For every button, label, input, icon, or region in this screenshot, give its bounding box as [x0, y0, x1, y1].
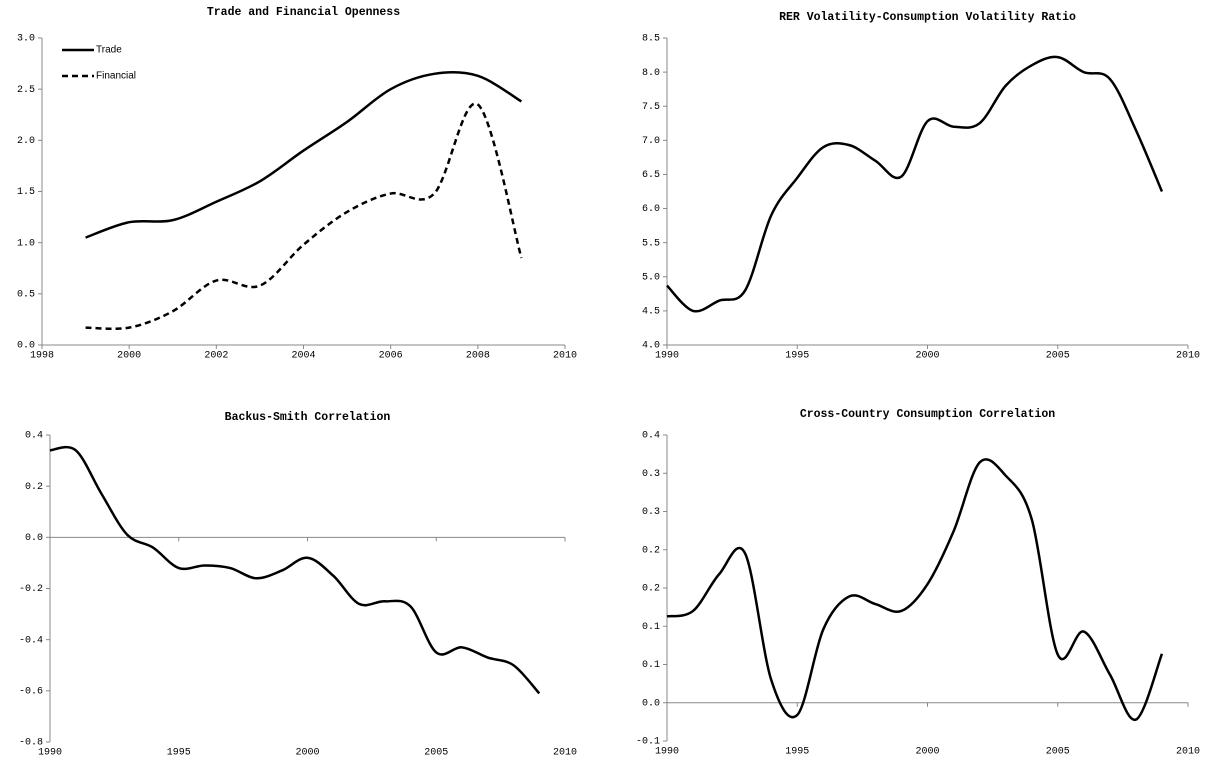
x-tick-label: 2010: [553, 748, 577, 759]
y-tick-label: 0.0: [642, 698, 660, 709]
y-tick-label: 1.5: [17, 187, 35, 198]
y-tick-label: 0.3: [642, 507, 660, 518]
x-tick-label: 2010: [553, 351, 577, 362]
y-tick-label: 0.0: [17, 341, 35, 352]
x-tick-label: 2000: [915, 747, 939, 758]
x-tick-label: 1995: [785, 351, 809, 362]
x-tick-label: 2008: [466, 351, 490, 362]
y-tick-label: -0.2: [19, 584, 43, 595]
x-tick-label: 2000: [117, 351, 141, 362]
y-tick-label: 2.0: [17, 136, 35, 147]
y-tick-label: 0.1: [642, 622, 660, 633]
chart-title: RER Volatility-Consumption Volatility Ra…: [779, 11, 1076, 24]
y-tick-label: -0.6: [19, 686, 43, 697]
y-tick-label: 0.0: [25, 533, 43, 544]
x-tick-label: 2005: [424, 748, 448, 759]
data-line: [85, 71, 523, 239]
y-tick-label: 0.2: [642, 545, 660, 556]
x-tick-label: 2010: [1176, 747, 1200, 758]
chart-title: Trade and Financial Openness: [207, 6, 400, 19]
data-line: [666, 55, 1164, 313]
x-tick-label: 1998: [30, 351, 54, 362]
y-tick-label: 5.0: [642, 272, 660, 283]
data-line: [666, 458, 1164, 721]
y-tick-label: 8.0: [642, 68, 660, 79]
y-tick-label: 4.0: [642, 341, 660, 352]
y-tick-label: 2.5: [17, 85, 35, 96]
x-tick-label: 2000: [915, 351, 939, 362]
legend-label: Financial: [96, 71, 136, 82]
y-tick-label: 1.0: [17, 238, 35, 249]
y-tick-label: 0.2: [25, 482, 43, 493]
y-tick-label: 0.4: [25, 431, 43, 442]
x-tick-label: 1995: [167, 748, 191, 759]
x-tick-label: 1995: [785, 747, 809, 758]
data-line: [49, 445, 541, 695]
chart-title: Backus-Smith Correlation: [225, 411, 391, 424]
legend-label: Trade: [96, 45, 122, 56]
x-tick-label: 1990: [655, 747, 679, 758]
x-tick-label: 2010: [1176, 351, 1200, 362]
y-tick-label: 0.5: [17, 289, 35, 300]
y-tick-label: 4.5: [642, 307, 660, 318]
y-tick-label: 7.5: [642, 102, 660, 113]
y-tick-label: 6.0: [642, 204, 660, 215]
x-tick-label: 2005: [1046, 747, 1070, 758]
y-tick-label: 0.2: [642, 584, 660, 595]
x-tick-label: 1990: [38, 748, 62, 759]
y-tick-label: 0.4: [642, 431, 660, 442]
y-tick-label: 0.3: [642, 469, 660, 480]
x-tick-label: 2004: [291, 351, 315, 362]
data-line: [85, 102, 523, 331]
y-tick-label: 7.0: [642, 136, 660, 147]
chart-title: Cross-Country Consumption Correlation: [800, 408, 1055, 421]
y-tick-label: 0.1: [642, 660, 660, 671]
x-tick-label: 2005: [1046, 351, 1070, 362]
y-tick-label: -0.4: [19, 635, 43, 646]
x-tick-label: 2006: [379, 351, 403, 362]
x-tick-label: 2000: [295, 748, 319, 759]
y-tick-label: 5.5: [642, 238, 660, 249]
y-tick-label: 3.0: [17, 34, 35, 45]
y-tick-label: -0.1: [636, 737, 660, 748]
x-tick-label: 2002: [204, 351, 228, 362]
x-tick-label: 1990: [655, 351, 679, 362]
y-tick-label: 6.5: [642, 170, 660, 181]
y-tick-label: 8.5: [642, 34, 660, 45]
y-tick-label: -0.8: [19, 738, 43, 749]
